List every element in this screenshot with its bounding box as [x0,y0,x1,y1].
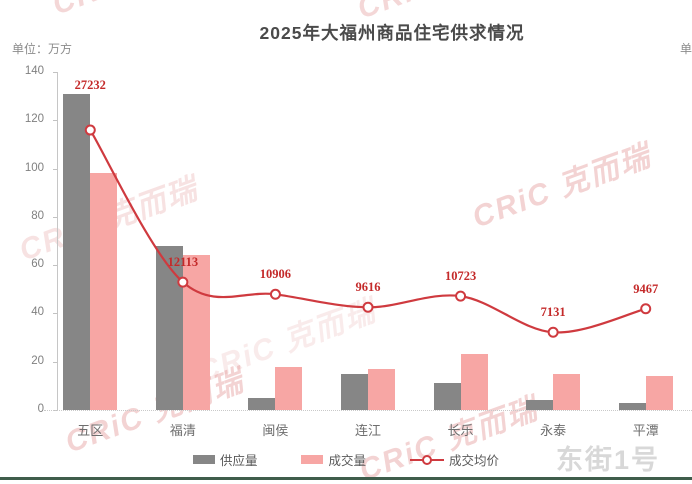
legend-swatch-icon [192,455,215,464]
x-axis-category-label: 福清 [169,423,196,438]
legend-swatch-icon [301,455,324,464]
y-axis-tick-label: 0 [37,403,44,415]
y-axis-tick-label: 140 [24,65,44,77]
supply-bar [618,402,646,410]
price-point-marker [362,301,374,313]
price-point-marker [455,290,467,302]
y-axis-tick-label: 120 [24,113,44,126]
price-data-label: 10906 [259,267,292,282]
x-axis-category-label: 闽侯 [262,423,289,438]
y-axis-tick-mark [53,72,57,73]
y-axis-tick-label: 60 [31,258,44,271]
supply-bar [248,397,276,410]
dongjie-watermark: 东街1号 [556,445,661,475]
y-axis-tick-mark [53,120,57,122]
right-axis-unit-label: 单 [680,42,692,56]
legend-item: 成交均价 [410,450,499,469]
y-axis-tick-label: 80 [31,209,44,222]
left-axis-unit-label: 单位：万方 [12,42,73,56]
y-axis-tick-mark [53,313,57,315]
y-axis-line [57,72,58,410]
transaction-bar [553,373,581,410]
legend-item: 供应量 [192,450,258,469]
price-data-label: 10723 [444,269,477,284]
y-axis-tick-label: 100 [24,161,44,174]
supply-bar [155,245,183,410]
price-data-label: 9616 [355,280,381,295]
cric-watermark: CRiC 克而瑞 [468,139,656,235]
bottom-border-line [0,477,692,480]
price-data-label: 12113 [167,255,199,270]
price-data-label: 27232 [74,78,106,93]
y-axis-tick-mark [53,265,57,267]
transaction-bar [275,366,303,410]
transaction-bar [182,255,210,410]
price-data-label: 7131 [540,305,566,320]
transaction-bar [368,368,395,410]
transaction-bar [645,376,673,410]
x-axis-category-label: 永泰 [540,423,567,438]
supply-bar [526,400,554,410]
price-data-label: 9467 [633,281,659,296]
supply-bar [63,93,91,410]
x-axis-line [44,410,692,411]
legend-label: 成交均价 [449,454,500,468]
y-axis-tick-mark [53,168,57,170]
price-point-marker [640,303,652,315]
transaction-bar [90,173,118,410]
transaction-bar [460,354,488,410]
price-point-marker [547,326,559,338]
x-axis-category-label: 平潭 [632,423,659,438]
x-axis-category-label: 连江 [354,423,381,438]
price-point-marker [269,288,281,300]
supply-bar [341,373,368,410]
y-axis-tick-mark [53,361,57,363]
legend-item: 成交量 [301,450,366,469]
y-axis-tick-mark [53,216,57,218]
x-axis-category-label: 五区 [77,423,104,438]
supply-bar [433,383,461,410]
y-axis-tick-label: 40 [31,306,44,319]
legend-label: 供应量 [219,454,258,468]
x-axis-category-label: 长乐 [447,423,474,438]
legend-line-marker-icon [410,454,444,465]
y-axis-tick-label: 20 [31,354,44,367]
chart-legend: 供应量 成交量 成交均价 [0,450,692,469]
legend-label: 成交量 [328,454,366,468]
chart-title: 2025年大福州商品住宅供求情况 [259,23,525,43]
